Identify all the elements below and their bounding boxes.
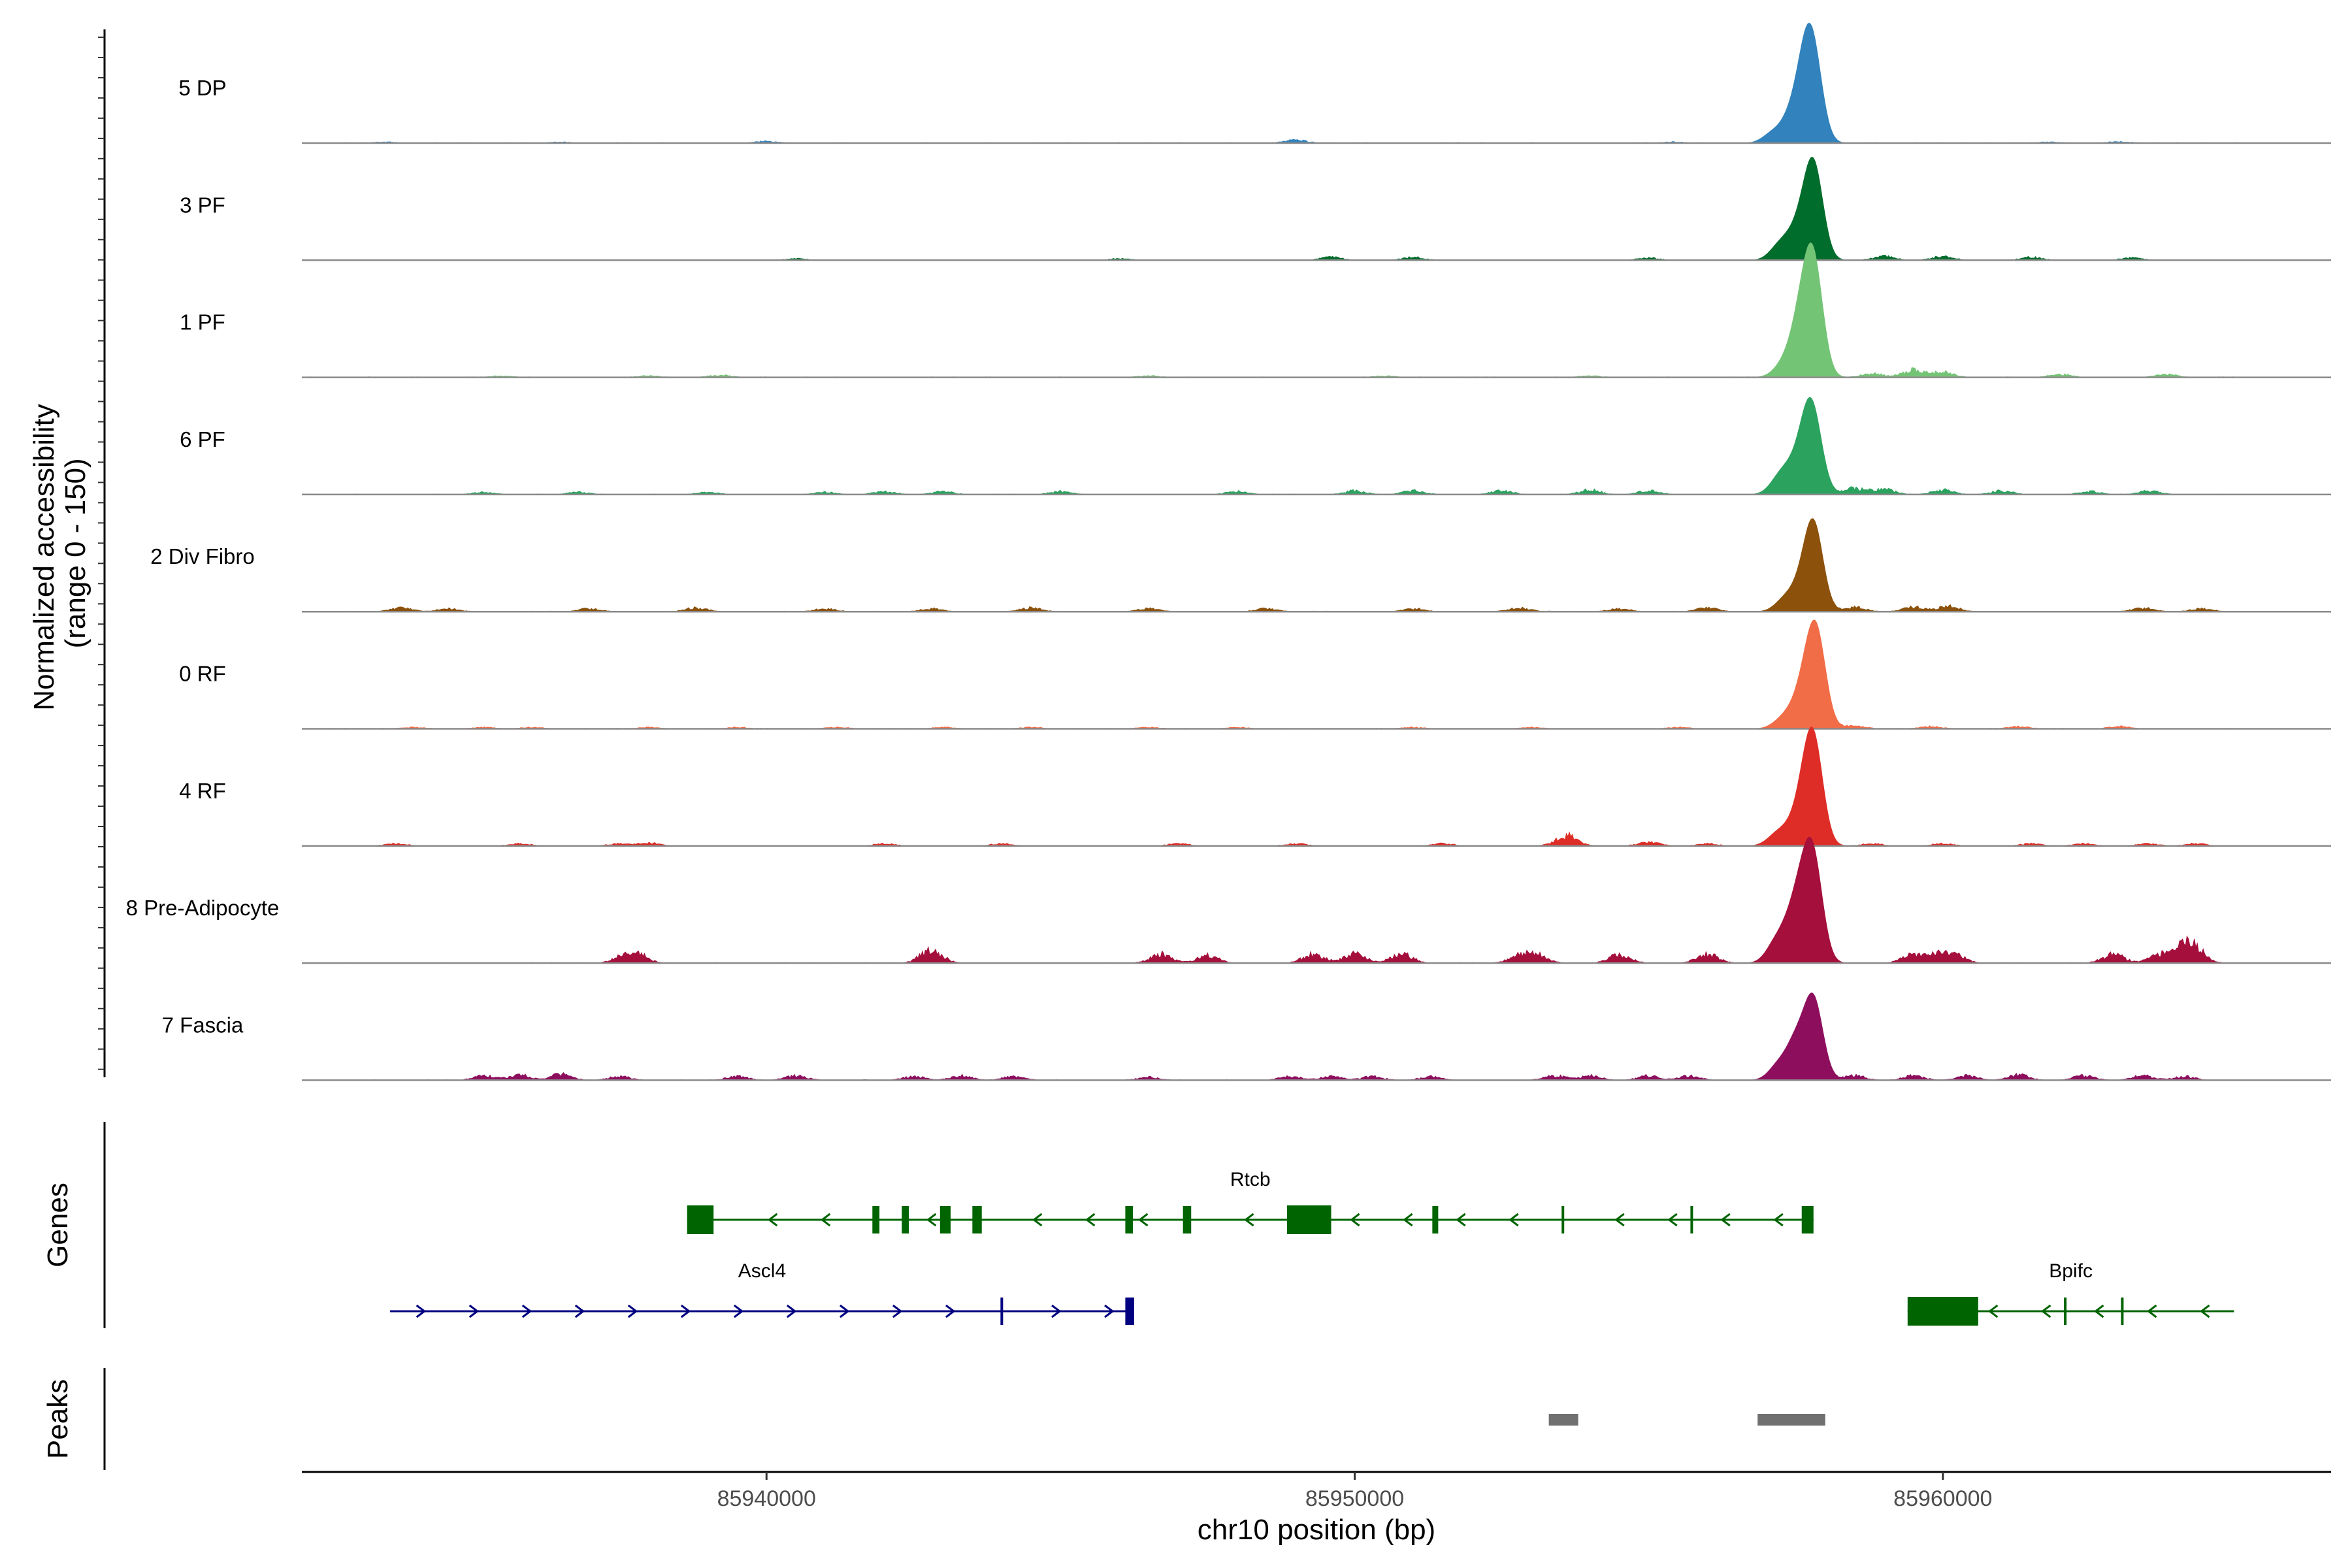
- gene-label-ascl4: Ascl4: [738, 1260, 786, 1282]
- peak-regions: [1548, 1414, 1825, 1426]
- track-label-3-pf: 3 PF: [180, 193, 225, 217]
- y-axis-title-line2: (range 0 - 150): [59, 458, 91, 648]
- track-label-5-dp: 5 DP: [178, 76, 226, 100]
- strand-arrow: [1773, 1213, 1784, 1227]
- strand-arrow: [416, 1304, 427, 1318]
- x-tick-label: 85960000: [1893, 1486, 1992, 1511]
- strand-arrow: [926, 1213, 937, 1227]
- track-6-pf: 6 PF: [180, 397, 2331, 496]
- strand-arrow: [1720, 1213, 1731, 1227]
- strand-arrow: [1667, 1213, 1678, 1227]
- genes-panel-title: Genes: [42, 1183, 74, 1267]
- peak-region: [1757, 1414, 1825, 1426]
- strand-arrow: [767, 1213, 778, 1227]
- exon: [1286, 1205, 1331, 1234]
- track-5-dp: 5 DP: [178, 22, 2331, 144]
- strand-arrow: [2093, 1304, 2104, 1318]
- coverage-tracks: 5 DP 3 PF 1 PF 6 PF 2 Div Fibro 0 RF 4 RF 8 Pre…: [126, 22, 2331, 1081]
- gene-bpifc: Bpifc: [1907, 1260, 2234, 1326]
- strand-arrow: [1987, 1304, 1999, 1318]
- x-axis-ticks: 85940000 85950000 85960000: [717, 1472, 1992, 1511]
- strand-arrow: [1085, 1213, 1096, 1227]
- exon: [972, 1206, 982, 1233]
- exon: [1801, 1206, 1814, 1233]
- strand-arrow: [1104, 1304, 1115, 1318]
- peak-region: [1548, 1414, 1578, 1426]
- exon: [687, 1205, 714, 1234]
- y-axis-title: Normalized accessibility (range 0 - 150): [28, 396, 91, 711]
- strand-arrow: [1032, 1213, 1043, 1227]
- strand-arrow: [1614, 1213, 1625, 1227]
- gene-rtcb: Rtcb: [687, 1169, 1814, 1234]
- exon: [1125, 1298, 1134, 1325]
- strand-arrow: [1244, 1213, 1254, 1227]
- strand-arrow: [820, 1213, 831, 1227]
- strand-arrow: [1138, 1213, 1149, 1227]
- exon: [1907, 1297, 1978, 1326]
- strand-arrow: [786, 1304, 797, 1318]
- x-axis-title: chr10 position (bp): [1198, 1514, 1435, 1546]
- exon: [1183, 1206, 1192, 1233]
- coverage-area-1-pf: [302, 242, 2237, 378]
- track-label-8-pre-adipocyte: 8 Pre-Adipocyte: [126, 896, 280, 920]
- strand-arrow: [2147, 1304, 2157, 1318]
- track-label-2-div-fibro: 2 Div Fibro: [150, 544, 255, 568]
- track-label-7-fascia: 7 Fascia: [162, 1013, 244, 1037]
- gene-ascl4: Ascl4: [390, 1260, 1134, 1325]
- coverage-area-8-pre-adipocyte: [302, 836, 2237, 964]
- strand-arrow: [1456, 1213, 1466, 1227]
- coverage-area-0-rf: [302, 619, 2237, 730]
- strand-arrow: [945, 1304, 956, 1318]
- track-3-pf: 3 PF: [180, 156, 2331, 261]
- strand-arrow: [733, 1304, 744, 1318]
- track-0-rf: 0 RF: [179, 619, 2331, 730]
- coverage-y-axis: [98, 29, 106, 1077]
- strand-arrow: [1509, 1213, 1519, 1227]
- strand-arrow: [680, 1304, 691, 1318]
- exon: [1125, 1206, 1134, 1233]
- gene-label-bpifc: Bpifc: [2049, 1260, 2093, 1282]
- strand-arrow: [627, 1304, 638, 1318]
- coverage-area-5-dp: [302, 22, 2238, 144]
- track-1-pf: 1 PF: [180, 242, 2331, 378]
- gene-annotations: Rtcb Ascl4 Bpifc: [390, 1169, 2234, 1326]
- exon: [872, 1206, 880, 1233]
- strand-arrow: [521, 1304, 532, 1318]
- strand-arrow: [574, 1304, 585, 1318]
- coverage-area-6-pf: [302, 397, 2237, 495]
- coverage-area-7-fascia: [302, 992, 2237, 1081]
- gene-label-rtcb: Rtcb: [1230, 1169, 1271, 1190]
- strand-arrow: [1403, 1213, 1413, 1227]
- strand-arrow: [1350, 1213, 1360, 1227]
- track-4-rf: 4 RF: [179, 727, 2331, 847]
- y-axis-title-line1: Normalized accessibility: [28, 404, 60, 710]
- track-label-0-rf: 0 RF: [179, 662, 226, 686]
- track-label-1-pf: 1 PF: [180, 310, 225, 335]
- track-8-pre-adipocyte: 8 Pre-Adipocyte: [126, 836, 2331, 964]
- exon: [902, 1206, 909, 1233]
- strand-arrow: [1051, 1304, 1062, 1318]
- coverage-area-2-div-fibro: [302, 518, 2237, 612]
- strand-arrow: [2200, 1304, 2210, 1318]
- exon: [939, 1206, 951, 1233]
- coverage-area-3-pf: [302, 156, 2237, 261]
- x-tick-label: 85950000: [1305, 1486, 1404, 1511]
- track-label-6-pf: 6 PF: [180, 427, 225, 451]
- coverage-area-4-rf: [301, 727, 2237, 847]
- strand-arrow: [892, 1304, 903, 1318]
- peaks-panel-title: Peaks: [42, 1379, 74, 1459]
- track-label-4-rf: 4 RF: [179, 779, 226, 803]
- strand-arrow: [2040, 1304, 2051, 1318]
- track-2-div-fibro: 2 Div Fibro: [150, 518, 2331, 613]
- strand-arrow: [839, 1304, 850, 1318]
- x-tick-label: 85940000: [717, 1486, 816, 1511]
- track-7-fascia: 7 Fascia: [162, 992, 2331, 1081]
- strand-arrow: [468, 1304, 480, 1318]
- exon: [1432, 1206, 1439, 1233]
